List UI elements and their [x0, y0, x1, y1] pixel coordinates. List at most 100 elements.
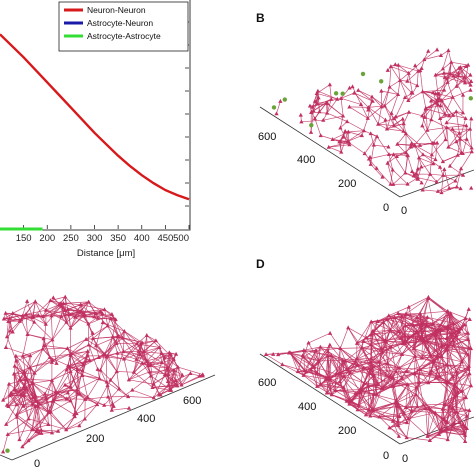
- plot-frame: [0, 0, 191, 231]
- network-edge: [392, 402, 396, 422]
- network-node-connected: [113, 317, 118, 322]
- network-node-connected: [436, 91, 442, 96]
- network-edge: [303, 350, 305, 371]
- network-node-connected: [271, 352, 276, 356]
- network-node-connected: [345, 119, 350, 124]
- network-node-connected: [30, 401, 35, 406]
- network-node-connected: [447, 113, 452, 118]
- network-node-connected: [404, 150, 409, 155]
- network-edge: [70, 364, 84, 387]
- network-edge: [405, 325, 417, 333]
- network-edge: [43, 324, 47, 346]
- network-edge: [14, 386, 25, 391]
- network-edge: [325, 378, 333, 395]
- network-edge: [67, 355, 71, 366]
- network-node-connected: [165, 379, 171, 384]
- network-node-connected: [430, 140, 435, 145]
- network-edge: [95, 313, 108, 327]
- panel-d-tick-200: 200: [338, 425, 356, 437]
- network-edge: [419, 355, 438, 370]
- network-node-connected: [374, 391, 380, 396]
- network-edge: [356, 348, 382, 360]
- network-node-connected: [399, 376, 405, 380]
- network-edge: [378, 123, 394, 127]
- network-node-connected: [30, 380, 36, 385]
- network-edge: [439, 118, 446, 140]
- network-node-connected: [405, 382, 410, 387]
- network-node-connected: [433, 72, 438, 77]
- network-node-connected: [420, 123, 425, 128]
- network-edge: [419, 313, 437, 336]
- network-edge: [347, 130, 365, 142]
- network-edge: [447, 364, 469, 367]
- panel-letter-b: B: [256, 11, 265, 25]
- network-edge: [388, 154, 394, 170]
- network-node-connected: [54, 361, 59, 365]
- network-node-connected: [150, 385, 155, 389]
- network-edge: [122, 337, 137, 360]
- network-node-connected: [326, 374, 331, 379]
- network-node-connected: [368, 371, 373, 376]
- network-edge: [447, 426, 453, 440]
- network-edge: [22, 388, 27, 407]
- network-node-connected: [429, 368, 434, 373]
- network-edge: [376, 377, 394, 395]
- network-edge: [348, 131, 362, 136]
- network-edge: [385, 335, 406, 341]
- network-node-connected: [455, 389, 460, 394]
- network-node-connected: [46, 422, 51, 426]
- network-edge: [437, 180, 456, 192]
- network-edge: [36, 412, 49, 432]
- network-edge: [68, 301, 89, 315]
- network-node-connected: [308, 367, 314, 372]
- network-edge: [414, 356, 416, 374]
- network-edge: [398, 64, 419, 72]
- network-edge: [316, 98, 338, 104]
- network-node-connected: [456, 73, 461, 78]
- network-edge: [32, 382, 47, 399]
- network-node-connected: [374, 134, 380, 139]
- network-node-connected: [454, 84, 459, 88]
- network-edge: [446, 125, 467, 128]
- network-node-connected: [11, 371, 17, 376]
- network-node: [5, 448, 10, 453]
- network-node-connected: [469, 185, 474, 190]
- network-node-connected: [121, 349, 126, 354]
- network-edge: [426, 325, 452, 335]
- network-node-connected: [417, 379, 422, 384]
- network-node-connected: [462, 432, 468, 437]
- network-node-connected: [368, 161, 373, 166]
- network-edge: [325, 355, 329, 380]
- network-edge: [164, 352, 170, 375]
- network-node-connected: [26, 416, 31, 421]
- network-node-connected: [314, 370, 320, 375]
- network-node-connected: [8, 390, 14, 395]
- network-edge: [338, 348, 341, 375]
- network-node-connected: [425, 127, 430, 132]
- network-edge: [132, 375, 152, 391]
- network-edge: [116, 371, 134, 373]
- network-edge: [395, 97, 406, 117]
- network-node-connected: [394, 154, 399, 159]
- network-edge: [32, 317, 46, 325]
- network-edge: [446, 428, 466, 436]
- network-node-connected: [78, 302, 83, 307]
- network-node-connected: [415, 176, 420, 181]
- network-edge: [427, 408, 430, 437]
- network-node-connected: [85, 349, 90, 353]
- panel-d-network-scatter: D 600 400 200 0 0: [256, 257, 474, 465]
- network-node-connected: [17, 318, 22, 323]
- network-node-connected: [346, 325, 351, 330]
- network-node-connected: [408, 144, 414, 149]
- network-edge: [446, 62, 452, 79]
- network-edge: [363, 382, 378, 395]
- network-edge: [396, 382, 417, 395]
- network-edge: [123, 343, 138, 352]
- network-edge: [338, 373, 356, 394]
- network-node-connected: [400, 116, 405, 121]
- network-edge: [431, 119, 447, 128]
- network-node-connected: [387, 374, 392, 379]
- network-node-connected: [444, 120, 449, 125]
- network-edge: [297, 371, 321, 385]
- network-edge: [61, 305, 80, 313]
